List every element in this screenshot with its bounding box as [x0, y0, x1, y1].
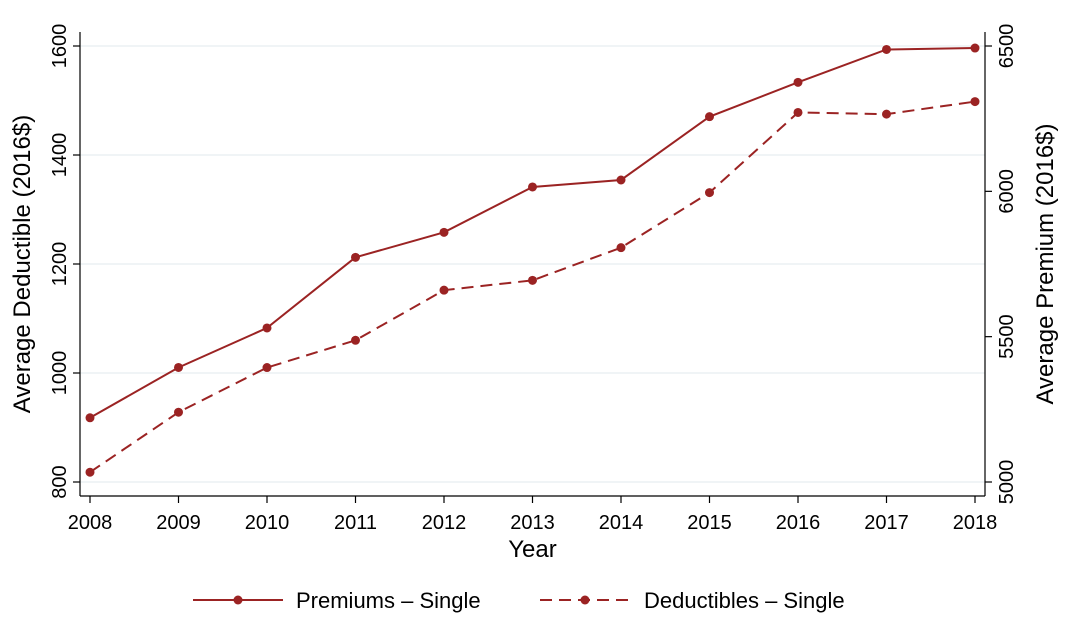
- point-deductibles-2017: [882, 109, 891, 119]
- y-axis-left-title: Average Deductible (2016$): [9, 115, 36, 413]
- y-left-tick-label-1400: 1400: [49, 133, 71, 178]
- x-tick-label-2014: 2014: [599, 512, 644, 534]
- point-premiums-2009: [174, 362, 183, 372]
- point-premiums-2008: [85, 413, 95, 423]
- point-deductibles-2009: [174, 407, 183, 417]
- point-deductibles-2008: [85, 467, 95, 477]
- point-premiums-2012: [439, 227, 449, 237]
- point-deductibles-2016: [793, 107, 803, 117]
- legend: Premiums – Single Deductibles – Single: [193, 588, 845, 613]
- x-tick-label-2008: 2008: [68, 512, 113, 534]
- y-left-tick-label-1000: 1000: [49, 351, 71, 396]
- point-premiums-2013: [528, 182, 537, 192]
- axes: 2008 2009 2010 2011 2012 2013 2014 2015 2016 2017…: [49, 24, 1018, 534]
- point-deductibles-2014: [616, 243, 626, 253]
- y-left-tick-label-1200: 1200: [49, 242, 71, 287]
- gridlines: [80, 45, 985, 483]
- y-right-tick-label-6000: 6000: [996, 169, 1018, 214]
- x-tick-label-2012: 2012: [422, 512, 467, 534]
- point-premiums-2017: [882, 44, 891, 54]
- x-tick-label-2009: 2009: [156, 512, 201, 534]
- x-tick-label-2017: 2017: [864, 512, 909, 534]
- x-tick-label-2018: 2018: [953, 512, 998, 534]
- point-deductibles-2012: [439, 285, 449, 295]
- point-deductibles-2011: [351, 335, 360, 345]
- y-right-tick-label-5500: 5500: [996, 314, 1018, 359]
- x-tick-label-2010: 2010: [245, 512, 290, 534]
- point-premiums-2015: [705, 112, 714, 122]
- x-tick-label-2011: 2011: [334, 512, 377, 534]
- point-premiums-2016: [793, 77, 803, 87]
- y-left-tick-label-800: 800: [49, 465, 71, 498]
- legend-marker-premiums: [233, 595, 243, 605]
- y-axis-right-title: Average Premium (2016$): [1032, 123, 1059, 404]
- y-right-tick-label-6500: 6500: [996, 24, 1018, 69]
- x-tick-label-2016: 2016: [776, 512, 821, 534]
- point-premiums-2014: [616, 175, 626, 185]
- series-line-deductibles: [89, 100, 976, 474]
- series-layer: [85, 43, 980, 477]
- x-tick-label-2015: 2015: [687, 512, 732, 534]
- point-deductibles-2018: [970, 97, 980, 107]
- point-deductibles-2010: [262, 363, 272, 373]
- point-deductibles-2013: [528, 275, 537, 285]
- y-left-tick-label-1600: 1600: [49, 24, 71, 69]
- legend-label-premiums: Premiums – Single: [296, 588, 481, 613]
- point-premiums-2011: [351, 252, 360, 262]
- point-deductibles-2015: [705, 188, 714, 198]
- series-line-premiums: [89, 47, 976, 419]
- point-premiums-2018: [970, 43, 980, 53]
- x-axis-title: Year: [508, 536, 557, 563]
- y-right-tick-label-5000: 5000: [996, 460, 1018, 505]
- point-premiums-2010: [262, 323, 272, 333]
- legend-label-deductibles: Deductibles – Single: [644, 588, 845, 613]
- x-tick-label-2013: 2013: [510, 512, 555, 534]
- legend-marker-deductibles: [580, 595, 590, 605]
